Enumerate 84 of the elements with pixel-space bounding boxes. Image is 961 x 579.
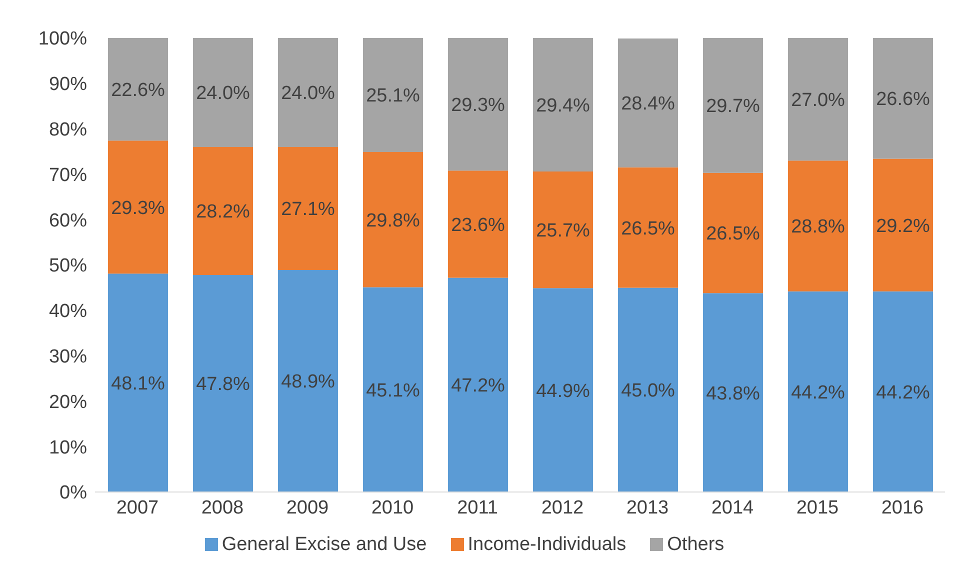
- data-label: 28.4%: [621, 94, 676, 115]
- legend-label: Others: [667, 534, 724, 555]
- bar: [618, 167, 678, 288]
- bar: [363, 287, 423, 492]
- y-tick-label: 60%: [48, 210, 88, 232]
- bar: [703, 293, 763, 492]
- x-tick-label: 2010: [371, 497, 414, 518]
- bar: [618, 38, 678, 168]
- bar: [873, 291, 933, 492]
- data-label: 22.6%: [111, 80, 166, 102]
- y-tick-label: 30%: [48, 346, 88, 368]
- x-tick-label: 2008: [201, 497, 244, 518]
- bar: [278, 146, 338, 270]
- data-label: 48.1%: [111, 374, 166, 395]
- data-label: 47.2%: [451, 376, 506, 397]
- data-label: 29.7%: [706, 96, 760, 118]
- x-tick-label: 2015: [796, 497, 839, 518]
- bar: [108, 38, 168, 141]
- data-label: 45.1%: [366, 380, 420, 402]
- bar: [193, 38, 253, 147]
- bar: [788, 291, 848, 492]
- data-label: 44.9%: [536, 380, 590, 402]
- data-label: 24.0%: [196, 83, 250, 104]
- data-label: 44.2%: [791, 382, 846, 404]
- data-label: 27.0%: [791, 90, 846, 112]
- bar: [363, 152, 423, 288]
- y-tick-label: 80%: [48, 120, 88, 141]
- y-tick-label: 20%: [48, 392, 88, 413]
- bar: [703, 38, 763, 173]
- data-label: 29.4%: [536, 95, 590, 116]
- y-tick-label: 0%: [60, 482, 88, 504]
- data-label: 25.1%: [366, 86, 420, 107]
- bar: [873, 158, 933, 292]
- data-label: 24.0%: [281, 83, 336, 104]
- bar: [108, 140, 168, 274]
- bar: [108, 274, 168, 492]
- x-tick-label: 2009: [286, 497, 329, 518]
- x-tick-label: 2007: [116, 497, 159, 518]
- data-label: 26.5%: [706, 224, 760, 245]
- legend-label: General Excise and Use: [222, 534, 427, 555]
- y-tick-label: 100%: [38, 28, 88, 50]
- data-label: 48.9%: [281, 372, 336, 393]
- bar: [618, 288, 678, 492]
- bar: [193, 274, 253, 492]
- y-tick-label: 10%: [48, 437, 88, 458]
- data-label: 26.5%: [621, 218, 676, 240]
- x-tick-label: 2014: [711, 497, 754, 518]
- data-label: 23.6%: [451, 214, 506, 236]
- x-tick-label: 2016: [881, 497, 924, 518]
- data-label: 29.8%: [366, 210, 420, 232]
- data-label: 44.2%: [876, 382, 930, 404]
- bar: [193, 146, 253, 275]
- data-label: 28.2%: [196, 202, 250, 223]
- bar: [788, 38, 848, 161]
- data-label: 29.2%: [876, 216, 930, 237]
- data-label: 47.8%: [196, 374, 250, 396]
- y-tick-label: 70%: [48, 164, 88, 186]
- data-label: 27.1%: [281, 199, 336, 220]
- data-label: 25.7%: [536, 220, 590, 242]
- bar: [448, 278, 508, 492]
- bar: [533, 171, 593, 288]
- x-tick-label: 2013: [626, 497, 669, 518]
- bar: [873, 38, 933, 159]
- data-label: 28.8%: [791, 216, 846, 238]
- bar: [788, 160, 848, 292]
- bar: [533, 38, 593, 172]
- y-tick-label: 50%: [48, 256, 88, 277]
- bar: [448, 38, 508, 171]
- bar: [363, 38, 423, 152]
- data-label: 26.6%: [876, 89, 930, 110]
- data-label: 45.0%: [621, 380, 676, 402]
- x-tick-label: 2011: [457, 497, 498, 518]
- bar: [448, 170, 508, 278]
- bar: [703, 172, 763, 294]
- bar: [278, 270, 338, 492]
- data-label: 29.3%: [111, 198, 166, 219]
- y-tick-label: 40%: [48, 301, 88, 322]
- bar: [278, 38, 338, 147]
- legend-label: Income-Individuals: [468, 534, 626, 555]
- y-tick-label: 90%: [48, 74, 88, 96]
- data-label: 29.3%: [451, 95, 506, 116]
- data-label: 43.8%: [706, 383, 760, 404]
- x-tick-label: 2012: [541, 497, 584, 518]
- bar: [533, 288, 593, 492]
